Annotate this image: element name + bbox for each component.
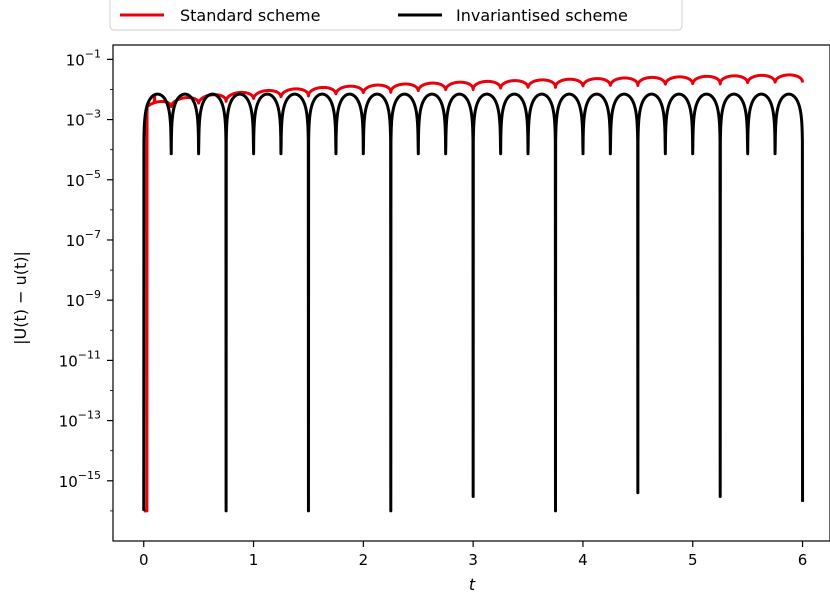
y-tick-label: 10−13	[59, 409, 101, 431]
y-tick-label: 10−5	[66, 168, 101, 190]
x-tick-label: 3	[468, 551, 478, 569]
x-tick-label: 6	[798, 551, 808, 569]
legend-box	[109, 0, 683, 31]
x-tick-label: 4	[578, 551, 588, 569]
y-tick-label: 10−3	[66, 108, 101, 130]
axes-layer: 0 1 2 3 4 5 6 10−1 10−3 10−5 10−7 10−9 10−11 10−13 10−…	[59, 44, 830, 569]
y-tick-label: 10−1	[66, 47, 101, 69]
series-line-standard	[142, 73, 805, 513]
series-layer	[142, 73, 805, 513]
series-line-invariantised	[142, 92, 805, 513]
legend-entry: Standard scheme	[180, 6, 320, 25]
y-tick-label: 10−9	[66, 288, 101, 310]
x-tick-label: 5	[688, 551, 698, 569]
y-axis-label: |U(t) − u(t)|	[11, 251, 30, 345]
x-tick-label: 2	[359, 551, 369, 569]
y-tick-label: 10−15	[59, 469, 101, 491]
y-tick-label: 10−7	[66, 228, 101, 250]
x-tick-label: 0	[139, 551, 149, 569]
y-tick-label: 10−11	[59, 348, 101, 370]
x-axis-label: t	[469, 575, 476, 594]
legend: Standard scheme Invariantised scheme	[109, 0, 683, 31]
legend-entry: Invariantised scheme	[456, 6, 628, 25]
axes-frame	[112, 44, 830, 542]
x-tick-label: 1	[249, 551, 259, 569]
